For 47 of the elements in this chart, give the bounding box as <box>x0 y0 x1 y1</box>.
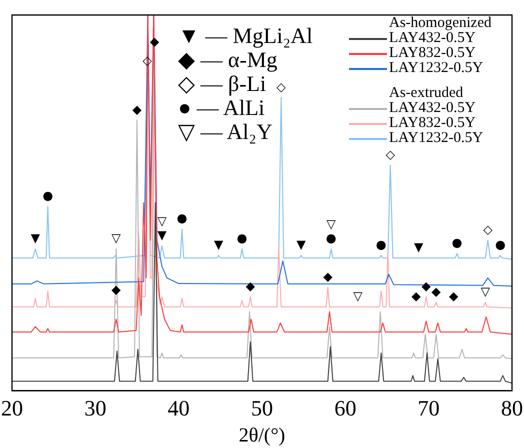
x-axis-title: 2θ/(°) <box>238 424 286 446</box>
x-tick-label: 70 <box>418 396 440 421</box>
annotation: ● <box>495 238 506 252</box>
annotation: ◆ <box>323 269 334 284</box>
legend-label: LAY832-0.5Y <box>389 115 476 131</box>
annotation: ◆ <box>412 288 422 303</box>
annotation: ▼ <box>296 238 307 252</box>
annotation: ◆ <box>132 102 142 116</box>
annotation: ◇ — β-Li <box>178 71 266 96</box>
annotation: As-extruded <box>388 85 464 101</box>
x-tick-label: 30 <box>84 396 106 421</box>
annotation: ● <box>176 211 188 226</box>
x-tick-label: 20 <box>1 396 23 421</box>
annotation: ● <box>452 236 462 250</box>
annotation: ◇ <box>386 147 396 162</box>
annotation: ● <box>42 188 54 203</box>
annotation: ▽ <box>157 214 168 228</box>
annotation: ▽ <box>112 231 122 246</box>
annotation: ▽ <box>480 284 491 298</box>
x-tick-label: 50 <box>251 396 273 421</box>
x-tick-label: 40 <box>168 396 190 421</box>
annotation: ◆ <box>449 288 460 303</box>
x-tick-label: 60 <box>334 396 356 421</box>
legend-label: LAY832-0.5Y <box>389 45 476 61</box>
annotation: ◆ <box>432 284 442 298</box>
annotation: ◇ <box>276 80 287 94</box>
legend-label: LAY1232-0.5Y <box>389 130 484 146</box>
x-tick-label: 80 <box>501 396 523 421</box>
annotation: ▽ <box>326 217 337 232</box>
annotation: ▼ <box>30 231 41 246</box>
annotation: ◇ <box>483 222 494 236</box>
annotation: As-homogenized <box>388 15 492 31</box>
annotation: ▼ <box>157 228 168 242</box>
annotation: ▼ <box>214 238 224 252</box>
annotation: ◆ <box>112 282 122 297</box>
annotation: ● <box>376 238 386 252</box>
annotation: ▼ <box>414 240 424 254</box>
legend-label: LAY432-0.5Y <box>389 100 476 116</box>
annotation: ▽ <box>353 288 364 303</box>
annotation: ● — AlLi <box>178 95 265 120</box>
annotation: ▽ — Al₂Y <box>178 119 274 144</box>
legend-label: LAY1232-0.5Y <box>389 60 484 76</box>
annotation: ◆ — α-Mg <box>178 47 278 72</box>
annotation: ▼ — MgLi₂Al <box>178 23 313 48</box>
annotation: ● <box>326 231 336 246</box>
legend-label: LAY432-0.5Y <box>389 30 476 46</box>
annotation: ● <box>236 231 248 246</box>
